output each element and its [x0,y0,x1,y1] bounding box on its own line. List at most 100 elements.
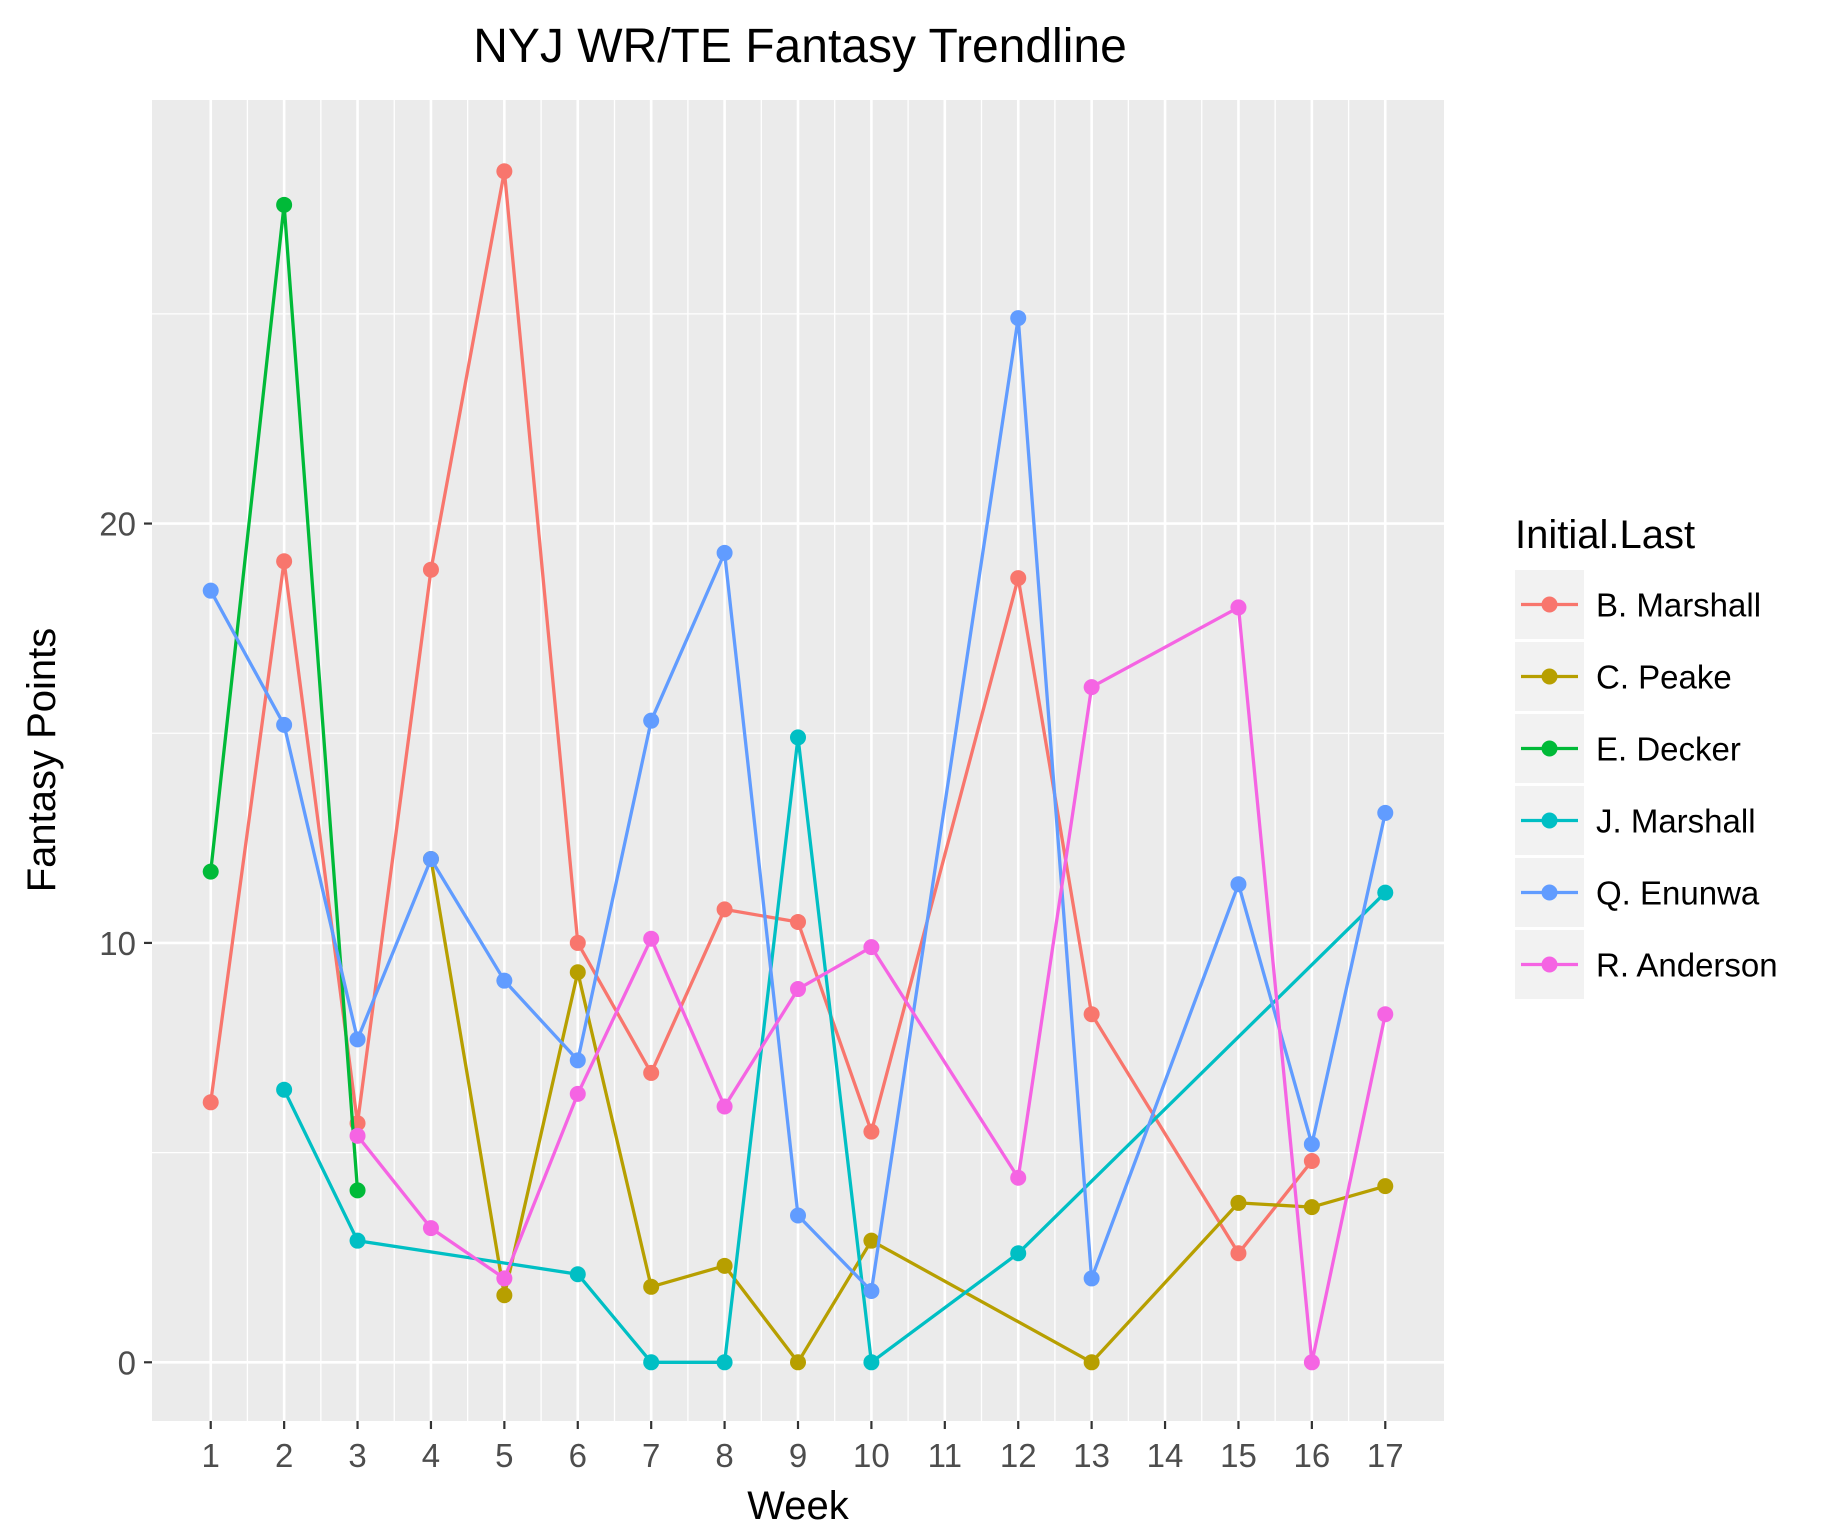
legend-label: E. Decker [1596,731,1741,768]
data-point-c-peake [496,1287,513,1304]
legend: Initial.Last B. Marshall C. Peake E. Decke… [1515,513,1778,999]
legend-item-q-enunwa: Q. Enunwa [1515,858,1760,927]
legend-label: Q. Enunwa [1596,875,1760,912]
legend-label: R. Anderson [1596,947,1778,984]
data-point-r-anderson [863,939,880,956]
data-point-b-marshall [422,561,439,578]
y-axis: 0 10 20 [99,506,152,1381]
data-point-b-marshall [1083,1006,1100,1023]
data-point-e-decker [349,1182,366,1199]
data-point-r-anderson [790,981,806,998]
x-tick-label: 9 [789,1437,807,1474]
data-point-q-enunwa [790,1207,806,1224]
x-tick-label: 17 [1367,1437,1404,1474]
legend-key-point [1541,596,1558,613]
data-point-r-anderson [1010,1169,1027,1186]
data-point-b-marshall [1010,570,1027,587]
x-tick-label: 8 [715,1437,733,1474]
legend-title: Initial.Last [1515,513,1695,557]
series-j-marshall [276,729,1394,1371]
data-point-r-anderson [1303,1354,1320,1371]
data-point-c-peake [1377,1178,1394,1195]
legend-item-j-marshall: J. Marshall [1515,786,1756,855]
x-tick-label: 16 [1294,1437,1331,1474]
data-point-q-enunwa [496,972,513,989]
legend-label: J. Marshall [1596,803,1756,840]
data-point-j-marshall [1010,1245,1027,1262]
data-point-q-enunwa [643,712,660,729]
data-point-c-peake [1230,1194,1247,1211]
x-tick-label: 14 [1147,1437,1184,1474]
x-tick-label: 13 [1073,1437,1110,1474]
data-point-r-anderson [1230,599,1247,616]
data-point-j-marshall [349,1232,366,1249]
data-point-b-marshall [643,1064,660,1081]
legend-key-point [1541,956,1558,973]
x-tick-label: 15 [1220,1437,1257,1474]
data-point-q-enunwa [422,851,439,868]
series-line-b-marshall [209,169,1314,1255]
y-tick-label: 0 [118,1344,136,1381]
data-point-r-anderson [569,1085,586,1102]
data-point-q-enunwa [569,1052,586,1069]
x-tick-label: 6 [569,1437,587,1474]
data-point-j-marshall [716,1354,733,1371]
data-point-j-marshall [569,1266,586,1283]
data-point-b-marshall [790,913,806,930]
data-point-b-marshall [716,901,733,918]
legend-label: C. Peake [1596,659,1732,696]
data-point-c-peake [1083,1354,1100,1371]
data-point-c-peake [569,964,586,981]
data-point-q-enunwa [716,544,733,561]
legend-key-point [1541,740,1558,757]
legend-key-point [1541,812,1558,829]
data-point-j-marshall [863,1354,880,1371]
x-tick-label: 7 [642,1437,660,1474]
x-tick-label: 11 [928,1437,962,1474]
x-axis: 1 2 3 4 5 6 7 8 9 10 11 12 13 14 15 16 17 [202,1421,1404,1474]
legend-item-e-decker: E. Decker [1515,714,1741,783]
legend-item-b-marshall: B. Marshall [1515,570,1761,639]
data-point-e-decker [202,863,219,880]
data-point-b-marshall [276,553,293,570]
series-q-enunwa [202,310,1394,1299]
series-layer [202,163,1394,1371]
x-axis-title: Week [747,1484,850,1528]
legend-item-c-peake: C. Peake [1515,642,1732,711]
y-tick-label: 10 [99,925,136,962]
data-point-q-enunwa [863,1282,880,1299]
data-point-r-anderson [716,1098,733,1115]
series-e-decker [202,196,366,1199]
legend-label: B. Marshall [1596,587,1761,624]
data-point-q-enunwa [202,582,219,599]
data-point-r-anderson [496,1270,513,1287]
data-point-b-marshall [202,1094,219,1111]
x-tick-label: 1 [202,1437,220,1474]
data-point-b-marshall [496,163,513,180]
data-point-r-anderson [643,930,660,947]
x-tick-label: 3 [348,1437,366,1474]
data-point-q-enunwa [1083,1270,1100,1287]
data-point-j-marshall [1377,884,1394,901]
data-point-j-marshall [643,1354,660,1371]
data-point-c-peake [716,1257,733,1274]
x-tick-label: 4 [422,1437,440,1474]
data-point-r-anderson [1083,679,1100,696]
data-point-j-marshall [790,729,806,746]
data-point-q-enunwa [1377,804,1394,821]
data-point-e-decker [276,196,293,213]
data-point-b-marshall [569,934,586,951]
data-point-b-marshall [1230,1245,1247,1262]
data-point-r-anderson [422,1220,439,1237]
x-tick-label: 12 [1000,1437,1037,1474]
data-point-b-marshall [863,1123,880,1140]
legend-key-point [1541,668,1558,685]
data-point-q-enunwa [1010,310,1027,327]
legend-key-point [1541,884,1558,901]
data-point-q-enunwa [1230,876,1247,893]
minor-gridlines [152,100,1444,1421]
series-r-anderson [349,599,1394,1371]
x-tick-label: 2 [275,1437,293,1474]
data-point-c-peake [1303,1199,1320,1216]
